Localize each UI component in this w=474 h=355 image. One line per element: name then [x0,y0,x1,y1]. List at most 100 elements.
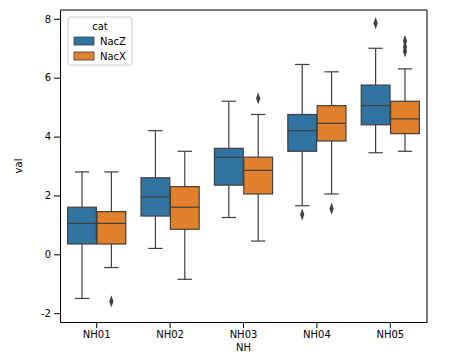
x-tick-label: NH01 [83,329,111,340]
cap-low [148,248,162,249]
median [244,170,273,171]
legend-label: NacX [100,51,126,62]
y-tick: 0 [45,249,60,260]
whisker-high [375,48,376,85]
cap-high [368,48,382,49]
median [361,105,390,106]
marks [68,17,420,307]
outlier [330,203,334,215]
box [214,101,243,217]
median [317,123,346,124]
cap-high [75,171,89,172]
y-tick-label: 2 [45,190,51,201]
outlier [109,295,113,307]
x-tick: NH05 [376,322,404,340]
box [244,92,273,241]
y-tick-mark [54,195,60,196]
y-tick-label: 4 [45,131,51,142]
whisker-high [81,172,82,207]
box [361,17,390,153]
y-tick: -2 [41,308,60,319]
y-tick: 4 [45,131,60,142]
x-tick-mark [243,322,244,328]
box [317,72,346,215]
median [97,223,126,224]
box-body [170,187,199,230]
plot: -202468NH01NH02NH03NH04NH05catNacZNacX [41,10,427,340]
legend-label: NacZ [100,36,126,47]
whisker-low [81,244,82,298]
cap-low [368,152,382,153]
y-tick-mark [54,313,60,314]
cap-high [104,171,118,172]
legend: catNacZNacX [68,17,132,65]
outlier [300,208,304,220]
outlier [374,17,378,29]
y-axis: -202468 [41,11,60,323]
x-tick-mark [96,322,97,328]
y-tick-mark [54,137,60,138]
y-axis-line [60,11,61,323]
median [68,223,97,224]
outlier [403,35,407,47]
x-tick: NH01 [83,322,111,340]
x-axis-title: NH [236,342,251,353]
legend-swatch [74,52,94,60]
box [68,172,97,299]
box [170,151,199,279]
whisker-low [111,244,112,268]
x-tick-label: NH05 [376,329,404,340]
legend-frame [68,17,132,65]
whisker-high [111,172,112,212]
cap-low [295,205,309,206]
x-tick-mark [390,322,391,328]
whisker-high [302,64,303,114]
cap-high [251,114,265,115]
frame-right [427,10,428,322]
cap-low [178,279,192,280]
box-body [391,101,420,133]
whisker-high [155,131,156,178]
whisker-low [404,134,405,152]
box-body [141,178,170,216]
whisker-low [184,229,185,279]
y-tick-label: 6 [45,72,51,83]
box-body [317,106,346,141]
x-tick-label: NH02 [156,329,184,340]
chart: -202468NH01NH02NH03NH04NH05catNacZNacXNH… [0,0,474,355]
box [141,131,170,249]
whisker-high [331,72,332,106]
y-tick-mark [54,19,60,20]
outlier [256,92,260,104]
cap-high [178,151,192,152]
box-body [97,212,126,244]
y-tick-mark [54,78,60,79]
y-tick: 6 [45,72,60,83]
cap-high [398,68,412,69]
cap-low [398,151,412,152]
median [170,207,199,208]
x-tick-label: NH03 [230,329,258,340]
x-axis: NH01NH02NH03NH04NH05 [61,322,428,340]
y-tick-label: 0 [45,249,51,260]
whisker-low [228,185,229,217]
box [288,64,317,220]
cap-high [222,101,236,102]
box-body [68,207,97,244]
median [391,118,420,119]
y-tick-mark [54,254,60,255]
box-body [244,157,273,194]
cap-low [251,240,265,241]
box-body [214,148,243,185]
whisker-low [331,141,332,194]
cap-high [295,64,309,65]
box [391,35,420,152]
whisker-high [258,114,259,157]
x-tick: NH02 [156,322,184,340]
whisker-high [184,151,185,186]
x-tick: NH03 [230,322,258,340]
y-tick-label: -2 [41,308,51,319]
frame-top [60,10,427,11]
cap-high [148,130,162,131]
y-axis-title: val [13,159,24,174]
